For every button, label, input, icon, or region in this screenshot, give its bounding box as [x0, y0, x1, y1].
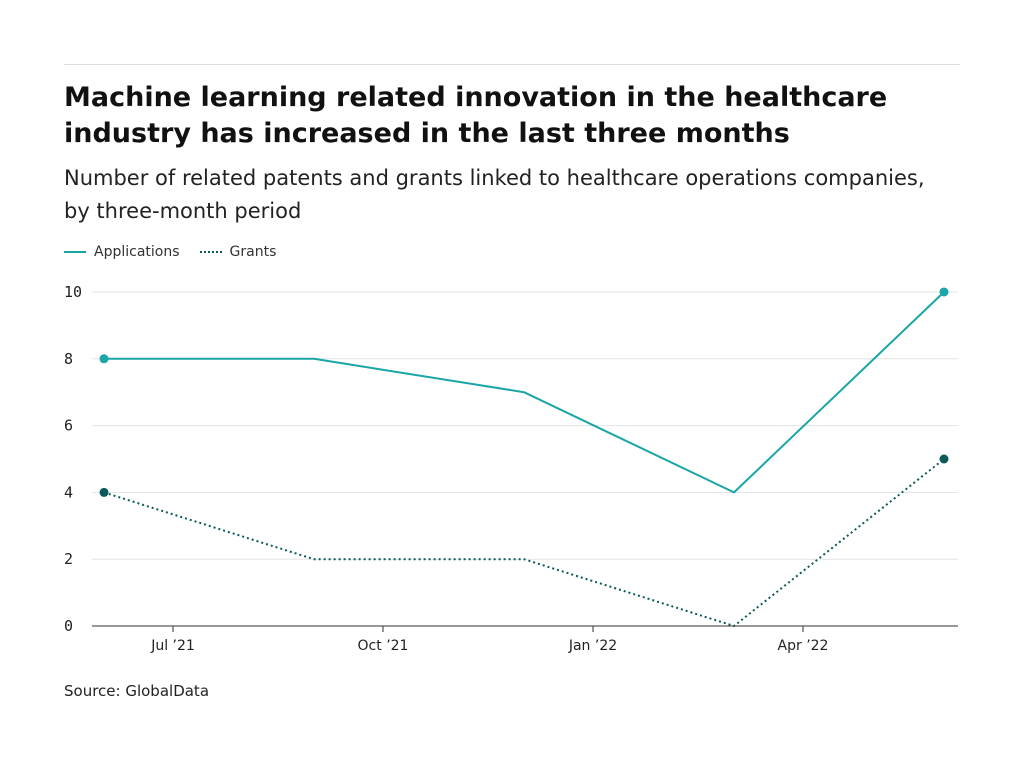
y-tick-label: 10: [64, 283, 82, 301]
y-tick-label: 0: [64, 617, 73, 635]
x-tick-label: Oct ’21: [358, 638, 409, 654]
x-tick-label: Jul ’21: [150, 638, 195, 654]
data-point-grants: [99, 487, 109, 497]
series-line-applications: [104, 291, 945, 494]
y-tick-label: 6: [64, 417, 73, 435]
legend-label-grants: Grants: [229, 244, 277, 260]
x-tick-label: Jan ’22: [568, 638, 617, 654]
legend-item-applications: Applications: [64, 244, 180, 260]
chart-title: Machine learning related innovation in t…: [64, 82, 888, 149]
source-note: Source: GlobalData: [64, 682, 210, 700]
data-point-applications: [99, 354, 109, 364]
y-tick-label: 4: [64, 483, 73, 501]
series-layer: [99, 287, 949, 627]
legend-swatch-grants: [199, 251, 222, 253]
y-tick-label: 8: [64, 350, 73, 368]
series-line-grants: [103, 458, 945, 627]
y-tick-label: 2: [64, 550, 73, 568]
legend: Applications Grants: [64, 242, 296, 262]
data-point-grants: [939, 454, 949, 464]
legend-swatch-applications: [64, 251, 86, 253]
legend-item-grants: Grants: [199, 244, 277, 260]
chart-subtitle: Number of related patents and grants lin…: [64, 166, 925, 223]
axis-layer: 0 2 4 6 8 10 Jul ’21 Oct ’21 Jan ’22 Apr ’22: [64, 283, 958, 654]
top-rule: [64, 64, 960, 65]
data-point-applications: [939, 287, 949, 297]
grid-layer: [92, 291, 958, 560]
x-tick-label: Apr ’22: [778, 638, 829, 654]
legend-label-applications: Applications: [94, 244, 180, 260]
